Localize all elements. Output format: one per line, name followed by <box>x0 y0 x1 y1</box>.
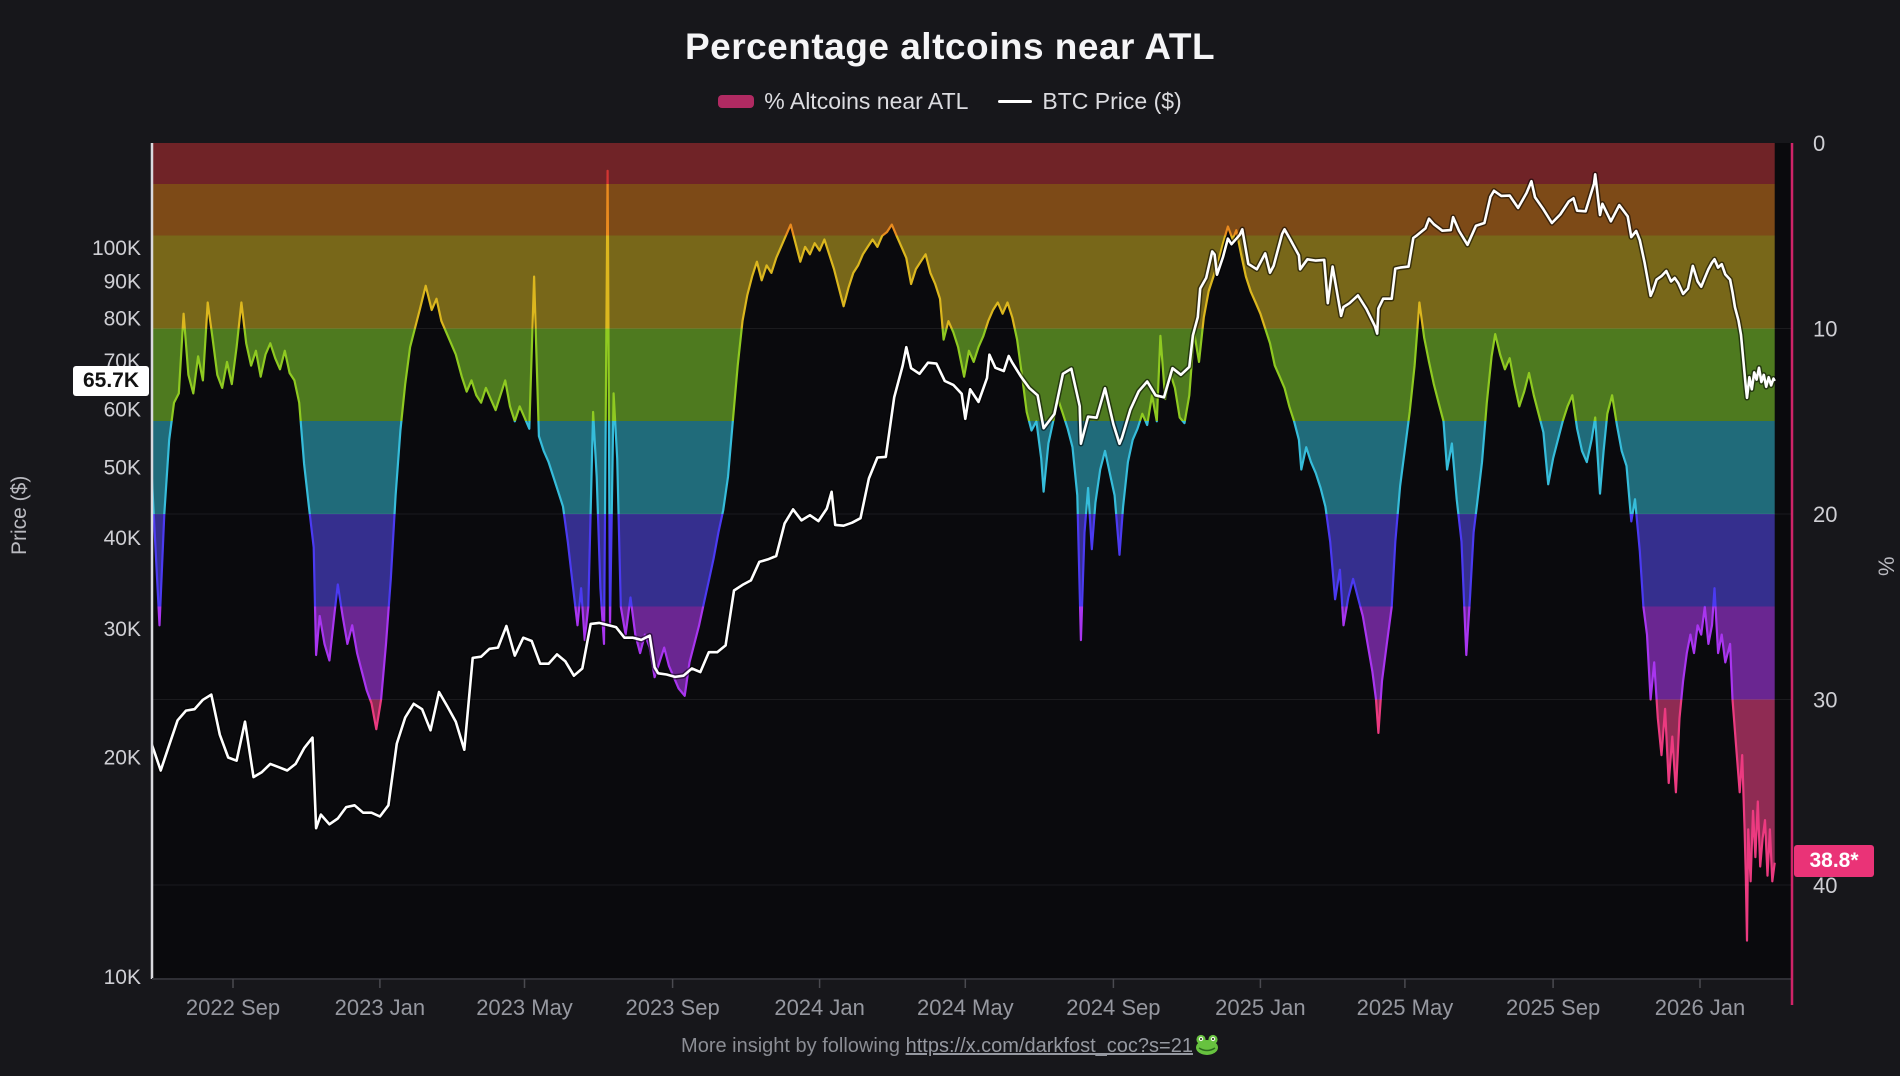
date-tick-label: 2023 May <box>476 995 573 1020</box>
price-tick-label: 80K <box>104 308 141 331</box>
btc-line <box>152 173 1776 830</box>
price-tick-label: 40K <box>104 527 141 550</box>
pct-tick-label: 30 <box>1813 688 1837 713</box>
legend: % Altcoins near ATL BTC Price ($) <box>0 88 1900 115</box>
legend-item-btc[interactable]: BTC Price ($) <box>998 88 1182 115</box>
altcoins-line <box>152 169 1776 942</box>
price-tick-label: 90K <box>104 270 141 293</box>
legend-item-altcoins[interactable]: % Altcoins near ATL <box>718 88 968 115</box>
date-tick-label: 2022 Sep <box>186 995 280 1020</box>
date-tick-label: 2025 Sep <box>1506 995 1600 1020</box>
price-tick-label: 60K <box>104 399 141 422</box>
pct-tick-label: 40 <box>1813 873 1837 898</box>
pct-tick-label: 20 <box>1813 502 1837 527</box>
date-tick-label: 2024 Sep <box>1066 995 1160 1020</box>
btc-legend-line-icon <box>998 100 1033 103</box>
footer: More insight by following https://x.com/… <box>0 1034 1900 1058</box>
altcoin-pct-badge: 38.8* <box>1794 845 1874 877</box>
date-tick-label: 2024 Jan <box>774 995 865 1020</box>
btc-price-badge: 65.7K <box>73 366 149 396</box>
pct-tick-label: 10 <box>1813 317 1837 342</box>
price-tick-label: 10K <box>104 966 141 989</box>
date-tick-label: 2024 May <box>917 995 1014 1020</box>
footer-text: More insight by following <box>681 1035 901 1057</box>
price-tick-label: 20K <box>104 747 141 770</box>
date-tick-label: 2026 Jan <box>1655 995 1746 1020</box>
chart-title: Percentage altcoins near ATL <box>684 26 1216 67</box>
altcoins-legend-swatch <box>718 95 755 108</box>
footer-link[interactable]: https://x.com/darkfost_coc?s=21 <box>905 1035 1193 1057</box>
frog-icon <box>1195 1034 1218 1055</box>
date-tick-label: 2023 Sep <box>625 995 719 1020</box>
price-tick-label: 30K <box>104 618 141 641</box>
date-tick-label: 2025 May <box>1357 995 1454 1020</box>
date-tick-label: 2025 Jan <box>1215 995 1306 1020</box>
altcoins-legend-label: % Altcoins near ATL <box>764 88 969 114</box>
pct-tick-label: 0 <box>1813 131 1825 156</box>
btc-legend-label: BTC Price ($) <box>1042 88 1182 114</box>
price-tick-label: 100K <box>92 237 141 260</box>
date-tick-label: 2023 Jan <box>335 995 426 1020</box>
altcoins-area <box>152 143 1775 941</box>
price-tick-label: 50K <box>104 457 141 480</box>
